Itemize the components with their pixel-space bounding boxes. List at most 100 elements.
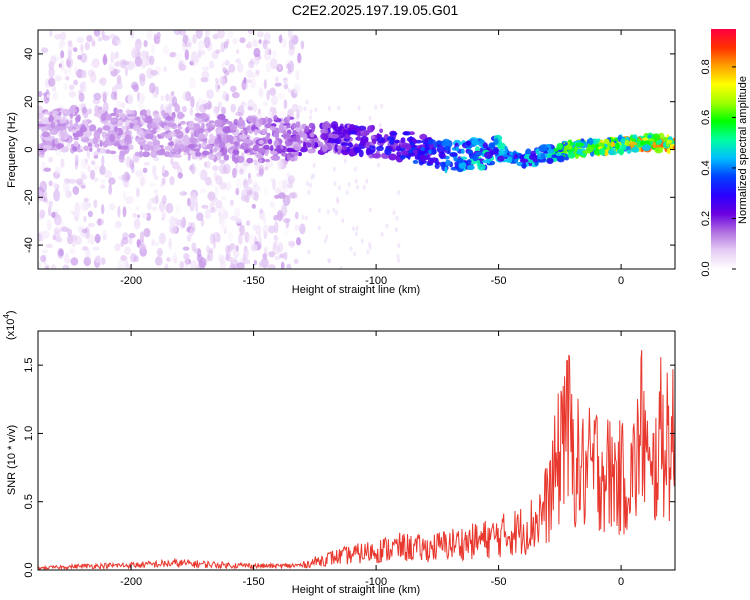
- spectrogram-blob: [223, 227, 227, 235]
- spectrogram-blob: [80, 43, 84, 53]
- spectrogram-blob: [354, 178, 358, 184]
- spectrogram-blob: [333, 181, 337, 187]
- spectrogram-blob: [132, 213, 137, 218]
- spectrogram-blob: [101, 204, 105, 215]
- spectrogram-y-tick-label: 40: [23, 48, 35, 60]
- spectrogram-blob: [190, 260, 198, 269]
- spectrogram-blob: [196, 212, 204, 222]
- spectrogram-blob: [48, 66, 55, 79]
- spectrogram-blob: [82, 246, 88, 251]
- spectrogram-blob: [161, 177, 166, 186]
- spectrogram-blob: [556, 155, 566, 163]
- spectrogram-blob: [236, 62, 244, 73]
- spectrogram-blob: [203, 102, 212, 110]
- spectrogram-blob: [304, 215, 308, 221]
- spectrogram-blob: [153, 175, 159, 180]
- spectrogram-blob: [54, 75, 62, 82]
- spectrogram-blob: [525, 148, 532, 156]
- spectrogram-blob: [365, 178, 369, 184]
- spectrogram-blob: [247, 30, 254, 35]
- spectrogram-blob: [182, 246, 190, 251]
- spectrogram-blob: [135, 38, 142, 51]
- spectrogram-blob: [220, 224, 228, 231]
- spectrogram-blob: [378, 122, 382, 128]
- spectrogram-blob: [342, 151, 349, 156]
- spectrogram-blob: [192, 34, 197, 44]
- spectrogram-blob: [355, 225, 359, 231]
- spectrogram-blob: [217, 30, 225, 39]
- spectrogram-blob: [265, 62, 272, 73]
- spectrogram-blob: [666, 148, 671, 155]
- spectrogram-blob: [666, 139, 673, 144]
- spectrogram-blob: [175, 104, 181, 113]
- spectrogram-blob: [250, 243, 258, 252]
- spectrogram-blob: [342, 145, 348, 151]
- spectrogram-blob: [164, 263, 169, 269]
- spectrogram-blob: [200, 77, 209, 83]
- spectrogram-blob: [380, 231, 384, 237]
- spectrogram-blob: [87, 202, 92, 209]
- spectrogram-blob: [593, 148, 601, 156]
- spectrogram-blob: [414, 149, 418, 156]
- spectrogram-blob: [472, 155, 478, 162]
- spectrogram-blob: [288, 48, 295, 56]
- spectrogram-blob: [124, 66, 128, 77]
- spectrogram-blob: [619, 144, 628, 151]
- spectrogram-blob: [265, 134, 270, 140]
- spectrogram-blob: [290, 191, 298, 199]
- spectrogram-blob: [334, 144, 339, 153]
- spectrogram-blob: [222, 126, 231, 134]
- spectrogram-blob: [139, 176, 145, 187]
- spectrogram-blob: [305, 99, 309, 105]
- spectrogram-blob: [466, 159, 472, 165]
- spectrogram-blob: [134, 151, 140, 157]
- spectrogram-blob: [212, 105, 218, 115]
- spectrogram-blob: [120, 59, 127, 69]
- spectrogram-blob: [153, 241, 160, 246]
- spectrogram-blob: [73, 136, 80, 141]
- spectrogram-blob: [149, 197, 157, 203]
- spectrogram-blob: [53, 214, 62, 226]
- spectrogram-blob: [64, 178, 70, 185]
- spectrogram-blob: [223, 163, 231, 175]
- chart-title: C2E2.2025.197.19.05.G01: [291, 2, 459, 18]
- spectrogram-blob: [124, 246, 131, 255]
- spectrogram-blob: [123, 262, 130, 269]
- spectrogram-blob: [68, 107, 77, 114]
- spectrogram-x-label: Height of straight line (km): [292, 284, 420, 296]
- spectrogram-blob: [67, 228, 73, 237]
- spectrogram-blob: [206, 254, 210, 262]
- spectrogram-blob: [255, 224, 262, 236]
- spectrogram-blob: [532, 158, 538, 163]
- spectrogram-blob: [229, 243, 236, 250]
- spectrogram-blob: [405, 143, 412, 151]
- spectrogram-blob: [204, 30, 210, 38]
- spectrogram-blob: [177, 126, 183, 131]
- spectrogram-blob: [337, 185, 341, 191]
- spectrogram-blob: [286, 147, 294, 153]
- spectrogram-blob: [300, 40, 305, 50]
- spectrogram-blob: [118, 175, 124, 180]
- spectrogram-blob: [146, 109, 151, 117]
- spectrogram-blob: [214, 206, 222, 213]
- spectrogram-blob: [42, 190, 48, 199]
- spectrogram-blob: [200, 188, 206, 194]
- spectrogram-blob: [108, 177, 116, 185]
- spectrogram-blob: [174, 52, 183, 61]
- spectrogram-blob: [112, 129, 119, 136]
- spectrogram-blob: [420, 146, 425, 151]
- spectrogram-blob: [136, 214, 141, 219]
- spectrogram-blob: [54, 33, 62, 40]
- spectrogram-blob: [248, 60, 255, 69]
- spectrogram-blob: [67, 40, 73, 47]
- spectrogram-blob: [274, 194, 280, 199]
- spectrogram-blob: [232, 37, 238, 45]
- spectrogram-blob: [196, 115, 204, 119]
- spectrogram-blob: [219, 163, 227, 175]
- spectrogram-blob: [52, 91, 58, 101]
- snr-y-label: SNR (10 * v/v): [6, 425, 18, 495]
- spectrogram-blob: [274, 82, 282, 87]
- spectrogram-blob: [242, 127, 248, 131]
- spectrogram-blob: [239, 224, 246, 236]
- spectrogram-blob: [394, 139, 401, 144]
